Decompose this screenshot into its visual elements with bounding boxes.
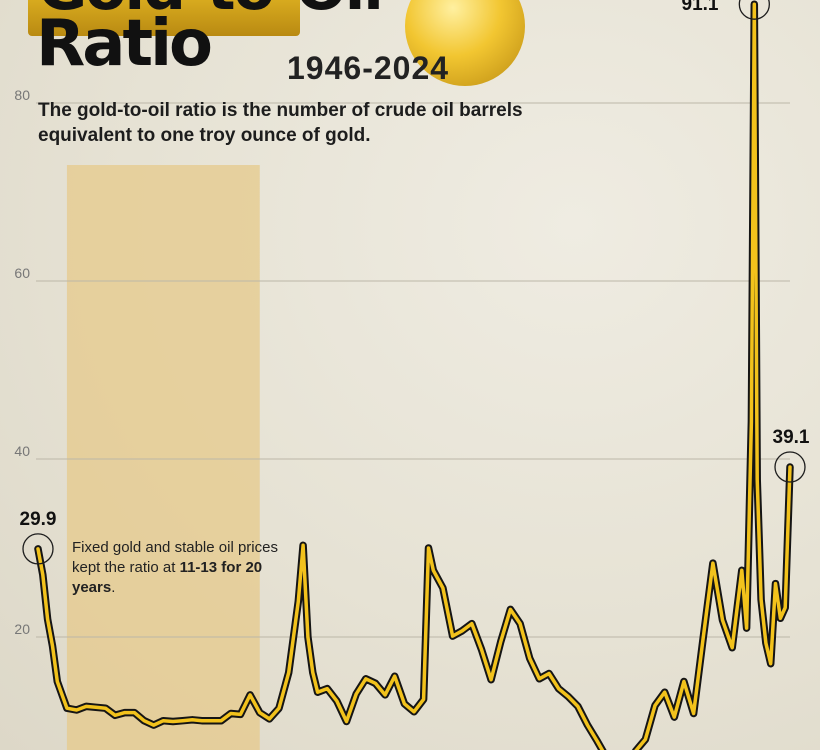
title-years: 1946-2024	[287, 50, 450, 86]
callouts: 29.9 91.1 39.1	[20, 0, 810, 565]
band-annotation: Fixed gold and stable oil prices kept th…	[72, 538, 282, 598]
y-tick-40: 40	[14, 443, 30, 459]
y-tick-80: 80	[14, 87, 30, 103]
chart-subtitle: The gold-to-oil ratio is the number of c…	[38, 100, 523, 146]
annotation-bold: 11-13 for 20 years	[72, 559, 263, 596]
y-tick-20: 20	[14, 621, 30, 637]
annotation-prefix: Fixed gold and stable oil prices kept th…	[72, 539, 278, 576]
ratio-line	[36, 2, 792, 750]
callout-label: 91.1	[682, 0, 719, 15]
callout-ring	[774, 451, 806, 483]
callout-ring	[22, 533, 54, 565]
gridlines	[36, 102, 790, 638]
highlight-band-layer	[66, 165, 260, 750]
page-title: Ratio	[36, 7, 213, 81]
title-top-line: Gold-to-Oil	[38, 0, 384, 24]
y-tick-60: 60	[14, 265, 30, 281]
callout-label: 29.9	[20, 509, 57, 530]
fixed-price-band	[66, 165, 260, 750]
gold-bar-graphic	[28, 0, 300, 36]
ratio-series	[34, 0, 794, 750]
title-block: Gold-to-Oil Ratio 1946-2024	[0, 0, 820, 90]
annotation-suffix: .	[111, 579, 116, 596]
callout-ring	[738, 0, 770, 20]
y-tick-labels: 20 40 60 80	[14, 87, 30, 637]
callout-label: 39.1	[773, 427, 810, 448]
